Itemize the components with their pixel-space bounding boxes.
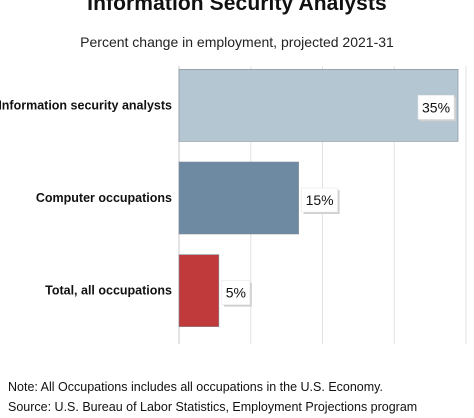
category-label: Information security analysts (0, 98, 172, 112)
data-label-box (221, 280, 251, 305)
category-labels: Information security analysts Computer oc… (0, 98, 172, 297)
category-label: Computer occupations (36, 191, 172, 205)
category-label: Total, all occupations (45, 284, 172, 298)
data-label-box (417, 95, 455, 120)
data-label: 5% (226, 285, 246, 301)
bar (178, 254, 220, 327)
chart-source: Source: U.S. Bureau of Labor Statistics,… (8, 400, 418, 414)
bars (178, 69, 459, 327)
chart-title: Information Security Analysts (87, 0, 387, 15)
data-label-box (301, 187, 338, 213)
data-labels: 35% 15% 5% (221, 95, 457, 307)
bar-chart: Information security analysts Computer oc… (0, 66, 467, 344)
bar (178, 161, 299, 235)
data-label: 35% (422, 99, 450, 115)
chart-subtitle: Percent change in employment, projected … (80, 34, 394, 50)
chart-note: Note: All Occupations includes all occup… (8, 380, 383, 394)
data-label: 15% (306, 192, 334, 208)
bar (178, 69, 459, 142)
